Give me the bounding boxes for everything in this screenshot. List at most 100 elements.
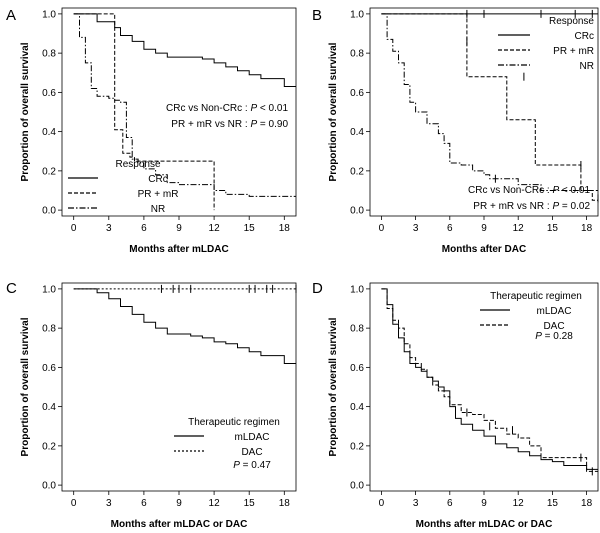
panel-a-x-tick-label: 3 <box>106 223 112 234</box>
panel-b-legend-label: NR <box>580 61 594 72</box>
panel-c-y-tick-label: 1.0 <box>42 284 56 295</box>
panel-d-legend-title: Therapeutic regimen <box>490 291 582 302</box>
panel-d-series-dac <box>381 288 598 472</box>
panel-c-p-value-text: P = 0.47 <box>233 460 271 471</box>
panel-d-legend-label: mLDAC <box>536 306 571 317</box>
panel-b-legend-title: Response <box>549 16 594 27</box>
panel-d-x-tick-label: 6 <box>447 498 453 509</box>
panel-d-x-axis-label: Months after mLDAC or DAC <box>416 519 553 530</box>
panel-b-y-tick-label: 0.8 <box>350 49 364 60</box>
panel-b-x-tick-label: 15 <box>547 223 559 234</box>
panel-c-label: C <box>6 280 17 297</box>
panel-a: A 0 3 6 9 12 15 18 0.0 0.2 0.4 0.6 0.8 1.0 Months afte… <box>6 7 297 255</box>
panel-b-x-tick-label: 18 <box>581 223 593 234</box>
panel-d-label: D <box>312 280 323 297</box>
panel-c-y-tick-label: 0.2 <box>42 441 56 452</box>
panel-b-legend: Response CRc PR + mR NR <box>498 16 594 72</box>
panel-c-y-tick-label: 0.6 <box>42 363 56 374</box>
panel-b-p-value-text: PR + mR vs NR : P = 0.02 <box>473 201 590 212</box>
panel-a-x-tick-label: 15 <box>244 223 256 234</box>
panel-c-legend: Therapeutic regimen mLDAC DAC <box>174 417 280 458</box>
panel-c-x-tick-label: 6 <box>141 498 147 509</box>
panel-a-series-nr <box>73 13 296 197</box>
panel-a-legend-label: NR <box>151 204 165 215</box>
panel-a-y-tick-label: 0.8 <box>42 49 56 60</box>
panel-b-x-tick-label: 9 <box>481 223 487 234</box>
panel-a-annotations: CRc vs Non-CRc : P < 0.01 PR + mR vs NR :… <box>166 103 288 130</box>
panel-a-x-tick-label: 12 <box>209 223 221 234</box>
panel-c-x-tick-label: 18 <box>279 498 291 509</box>
panel-b-y-tick-label: 0.6 <box>350 88 364 99</box>
panel-c-annotations: P = 0.47 <box>233 460 271 471</box>
panel-c-series-mldac <box>73 288 296 364</box>
panel-a-p-value-text: CRc vs Non-CRc : P < 0.01 <box>166 103 288 114</box>
panel-d-legend-label: DAC <box>543 321 564 332</box>
panel-d-y-tick-label: 0.4 <box>350 402 364 413</box>
panel-a-y-tick-label: 0.2 <box>42 166 56 177</box>
panel-b-label: B <box>312 7 322 24</box>
panel-b-y-axis-label: Proportion of overall survival <box>328 42 339 181</box>
panel-b-x-tick-label: 3 <box>413 223 419 234</box>
panel-b-legend-label: CRc <box>575 31 594 42</box>
panel-d-y-tick-label: 1.0 <box>350 284 364 295</box>
panel-d-x-tick-label: 12 <box>513 498 525 509</box>
panel-a-y-axis-label: Proportion of overall survival <box>20 42 31 181</box>
panel-b-p-value-text: CRc vs Non-CRc : P < 0.01 <box>468 185 590 196</box>
panel-d-legend: Therapeutic regimen mLDAC DAC <box>480 291 582 332</box>
panel-c-y-tick-label: 0.0 <box>42 481 56 492</box>
panel-b-y-tick-label: 0.4 <box>350 127 364 138</box>
panel-d-x-tick-label: 15 <box>547 498 559 509</box>
panel-d-p-value-text: P = 0.28 <box>535 331 573 342</box>
panel-c-legend-title: Therapeutic regimen <box>188 417 280 428</box>
panel-c-legend-label: DAC <box>241 447 262 458</box>
panel-d-y-tick-label: 0.6 <box>350 363 364 374</box>
panel-b-y-tick-label: 0.0 <box>350 206 364 217</box>
panel-c-x-tick-label: 9 <box>176 498 182 509</box>
panel-a-y-tick-label: 0.6 <box>42 88 56 99</box>
panel-b: B 0 3 6 9 12 15 18 0.0 0.2 0.4 0.6 0.8 1.0 Months afte… <box>312 7 599 255</box>
panel-b-y-tick-label: 0.2 <box>350 166 364 177</box>
panel-d-x-tick-label: 18 <box>581 498 593 509</box>
panel-a-x-tick-label: 6 <box>141 223 147 234</box>
panel-b-x-axis-label: Months after DAC <box>442 244 526 255</box>
panel-b-series-pr-mr <box>381 13 598 201</box>
panel-a-series-crc <box>73 13 296 87</box>
panel-c-x-axis-label: Months after mLDAC or DAC <box>111 519 248 530</box>
panel-a-p-value-text: PR + mR vs NR : P = 0.90 <box>171 119 288 130</box>
panel-d: D 0 3 6 9 12 15 18 0.0 0.2 0.4 0.6 0.8 1.0 Months afte… <box>312 280 599 530</box>
panel-a-legend-title: Response <box>115 159 160 170</box>
panel-c-x-tick-label: 12 <box>209 498 221 509</box>
panel-a-x-axis-label: Months after mLDAC <box>129 244 228 255</box>
panel-a-x-tick-label: 18 <box>279 223 291 234</box>
panel-b-x-tick-label: 12 <box>513 223 525 234</box>
panel-a-y-tick-label: 0.4 <box>42 127 56 138</box>
panel-d-y-tick-label: 0.8 <box>350 324 364 335</box>
panel-b-y-tick-label: 1.0 <box>350 9 364 20</box>
panel-c-x-tick-label: 15 <box>244 498 256 509</box>
panel-d-y-axis-label: Proportion of overall survival <box>328 317 339 456</box>
panel-a-x-tick-label: 0 <box>71 223 77 234</box>
panel-b-x-tick-label: 0 <box>379 223 385 234</box>
panel-a-y-tick-label: 1.0 <box>42 9 56 20</box>
panel-b-x-tick-label: 6 <box>447 223 453 234</box>
panel-c-y-axis-label: Proportion of overall survival <box>20 317 31 456</box>
panel-a-legend-label: CRc <box>148 174 167 185</box>
panel-d-x-tick-label: 9 <box>481 498 487 509</box>
panel-a-legend: Response CRc PR + mR NR <box>68 159 178 215</box>
panel-b-legend-label: PR + mR <box>553 46 594 57</box>
panel-d-series-mldac <box>381 288 598 470</box>
panel-a-legend-label: PR + mR <box>138 189 179 200</box>
panel-c: C 0 3 6 9 12 15 18 0.0 0.2 0.4 0.6 0.8 1.0 Months afte… <box>6 280 297 530</box>
panel-c-y-tick-label: 0.8 <box>42 324 56 335</box>
panel-a-y-tick-label: 0.0 <box>42 206 56 217</box>
panel-a-x-tick-label: 9 <box>176 223 182 234</box>
panel-b-series-nr <box>381 13 598 191</box>
panel-d-x-tick-label: 0 <box>379 498 385 509</box>
panel-d-y-tick-label: 0.2 <box>350 441 364 452</box>
panel-d-y-tick-label: 0.0 <box>350 481 364 492</box>
panel-c-legend-label: mLDAC <box>234 432 269 443</box>
panel-d-x-tick-label: 3 <box>413 498 419 509</box>
panel-c-x-tick-label: 0 <box>71 498 77 509</box>
panel-b-annotations: CRc vs Non-CRc : P < 0.01 PR + mR vs NR :… <box>468 185 590 212</box>
